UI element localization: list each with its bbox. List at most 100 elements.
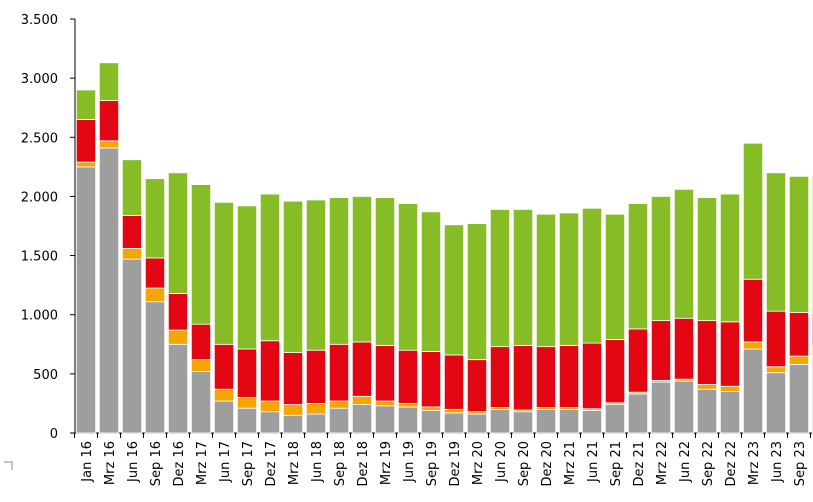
bar-segment <box>443 224 465 356</box>
bar-segment <box>788 355 810 365</box>
bar-segment <box>282 352 304 406</box>
bar-segment <box>75 161 97 168</box>
bar-segment <box>305 199 327 351</box>
bar-segment <box>489 346 511 408</box>
bar-segment <box>98 62 120 102</box>
bar-segment <box>788 175 810 313</box>
bar-segment <box>121 258 143 434</box>
bar-segment <box>144 257 166 289</box>
x-tick-label: Jan 16 <box>80 441 95 483</box>
bar-segment <box>98 140 120 149</box>
x-tick-label: Dez 16 <box>172 441 187 487</box>
bar-segment <box>328 197 350 345</box>
bar-segment <box>604 404 626 434</box>
bar-segment <box>604 213 626 340</box>
x-tick-label: Mrz 17 <box>195 441 210 485</box>
bar-segment <box>98 147 120 434</box>
bar-segment <box>489 209 511 348</box>
bar-segment <box>742 341 764 350</box>
bar-segment <box>673 380 695 434</box>
x-tick-label: Sep 17 <box>241 441 256 486</box>
bar-segment <box>213 388 235 402</box>
bar-segment <box>190 359 212 372</box>
x-tick-label: Mrz 20 <box>471 441 486 485</box>
bar-segment <box>282 200 304 353</box>
bar-segment <box>420 211 442 352</box>
bar-segment <box>627 328 649 393</box>
bar-segment <box>121 159 143 216</box>
bar-segment <box>512 411 534 434</box>
bar-segment <box>167 172 189 294</box>
bar-segment <box>696 320 718 385</box>
x-tick-label: Dez 21 <box>632 441 647 487</box>
bar-segment <box>696 384 718 390</box>
bar-segment <box>558 408 580 434</box>
x-tick-label: Mrz 23 <box>747 441 762 485</box>
bar-segment <box>535 346 557 408</box>
bar-segment <box>765 310 787 368</box>
bar-segment <box>581 410 603 434</box>
bar-segment <box>374 345 396 402</box>
bar-segment <box>144 301 166 434</box>
bar-segment <box>351 341 373 397</box>
bar-segment <box>466 413 488 434</box>
bar-segment <box>75 166 97 434</box>
x-tick-label: Jun 19 <box>402 441 417 483</box>
bar-segment <box>167 293 189 331</box>
bar-segment <box>535 213 557 348</box>
bar-segment <box>719 391 741 434</box>
x-tick-label: Dez 19 <box>448 441 463 487</box>
x-tick-label: Mrz 21 <box>563 441 578 485</box>
bar-segment <box>75 89 97 120</box>
bar-segment <box>236 205 258 350</box>
y-tick-label: 500 <box>33 368 58 383</box>
bar-segment <box>351 404 373 434</box>
bar-segment <box>374 400 396 407</box>
x-tick-label: Sep 20 <box>517 441 532 486</box>
bar-segment <box>650 196 672 322</box>
x-tick-label: Dez 18 <box>356 441 371 487</box>
bar-segment <box>190 323 212 361</box>
bar-segment <box>167 343 189 434</box>
bar-segment <box>75 119 97 163</box>
x-tick-label: Sep 23 <box>793 441 808 486</box>
x-tick-label: Mrz 22 <box>655 441 670 485</box>
bar-segment <box>328 343 350 402</box>
bar-segment <box>305 413 327 434</box>
y-tick-label: 1.000 <box>21 309 58 324</box>
bar-segment <box>213 343 235 390</box>
bar-segment <box>788 311 810 357</box>
y-tick-label: 2.500 <box>21 131 58 146</box>
bar-segment <box>351 395 373 406</box>
x-tick-label: Sep 22 <box>701 441 716 486</box>
y-tick-label: 3.000 <box>21 72 58 87</box>
bar-segment <box>673 188 695 319</box>
bar-segment <box>190 184 212 325</box>
bar-segment <box>765 366 787 374</box>
bar-segment <box>719 193 741 323</box>
bar-segment <box>190 371 212 434</box>
bar-segment <box>650 320 672 381</box>
bar-segment <box>98 100 120 142</box>
bar-segment <box>420 406 442 411</box>
bar-segment <box>397 349 419 404</box>
bar-segment <box>673 317 695 380</box>
bar-segment <box>236 397 258 409</box>
y-tick-label: 2.000 <box>21 190 58 205</box>
bar-segment <box>305 403 327 415</box>
bar-segment <box>144 287 166 303</box>
y-tick-label: 3.500 <box>21 13 58 28</box>
bar-segment <box>696 197 718 322</box>
bar-segment <box>742 278 764 343</box>
bar-segment <box>765 372 787 434</box>
bar-segment <box>121 214 143 249</box>
x-tick-label: Jun 22 <box>678 441 693 483</box>
bar-segment <box>328 400 350 409</box>
x-tick-label: Dez 22 <box>724 441 739 487</box>
bar-segment <box>742 348 764 434</box>
corner-mark <box>4 461 13 470</box>
x-tick-label: Mrz 16 <box>103 441 118 485</box>
x-tick-label: Jun 21 <box>586 441 601 483</box>
x-tick-label: Jun 20 <box>494 441 509 483</box>
bar-segment <box>627 393 649 434</box>
